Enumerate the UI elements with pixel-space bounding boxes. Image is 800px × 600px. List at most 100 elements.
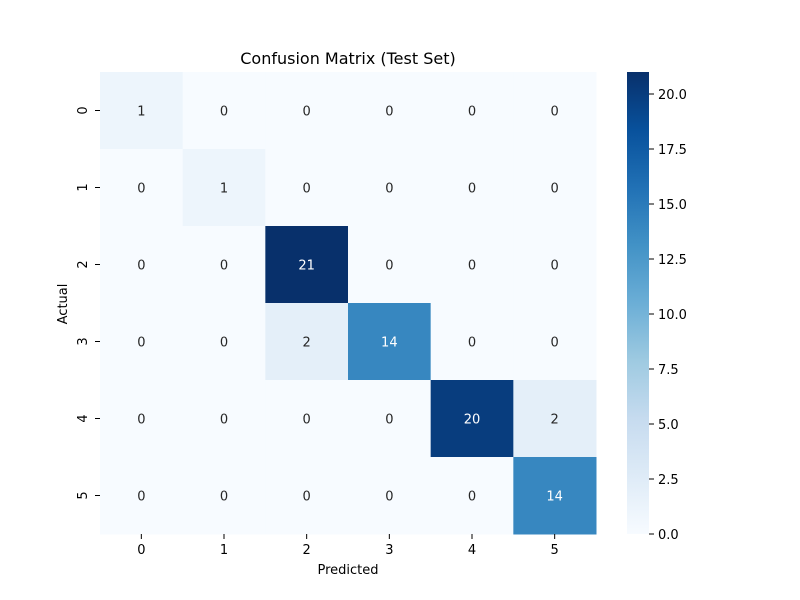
heatmap-cell-3-2: [265, 303, 349, 381]
colorbar-tick-label: 12.5: [658, 253, 687, 268]
x-tick-label: 5: [551, 543, 559, 558]
y-tick-label: 4: [76, 414, 91, 422]
heatmap-cell-4-4: [430, 380, 514, 458]
x-tick-label: 4: [468, 543, 476, 558]
cell-value-label: 0: [137, 413, 145, 428]
heatmap-cell-3-1: [182, 303, 266, 381]
heatmap-cell-3-0: [100, 303, 184, 381]
cell-value-label: 0: [385, 259, 393, 274]
x-tick-label: 0: [137, 543, 145, 558]
x-tick-label: 2: [303, 543, 311, 558]
x-axis: 0 1 2 3 4 5: [137, 534, 559, 558]
cell-value-label: 14: [546, 490, 563, 505]
cell-value-label: 0: [551, 259, 559, 274]
heatmap-cell-5-1: [182, 457, 266, 535]
colorbar-ticks: 0.0 2.5 5.0 7.5 10.0 12.5 15.0 17.5 20.0: [649, 88, 687, 543]
x-axis-label: Predicted: [317, 563, 378, 578]
cell-value-label: 0: [468, 336, 476, 351]
heatmap-cell-1-0: [100, 149, 184, 227]
cell-value-label: 0: [137, 336, 145, 351]
cell-value-label: 0: [468, 490, 476, 505]
colorbar-tick-label: 0.0: [658, 528, 679, 543]
heatmap-cell-4-3: [348, 380, 432, 458]
y-tick-label: 3: [76, 337, 91, 345]
colorbar-gradient: [627, 72, 649, 534]
cell-value-label: 0: [551, 105, 559, 120]
cell-value-label: 0: [385, 105, 393, 120]
cell-value-label: 0: [468, 259, 476, 274]
colorbar-tick-label: 17.5: [658, 143, 687, 158]
heatmap-cell-2-0: [100, 226, 184, 304]
heatmap-cell-1-5: [513, 149, 597, 227]
colorbar-tick-label: 7.5: [658, 363, 679, 378]
y-tick-label: 5: [76, 491, 91, 499]
heatmap-cell-2-3: [348, 226, 432, 304]
heatmap-cell-0-0: [100, 72, 184, 150]
cell-value-label: 0: [468, 105, 476, 120]
heatmap-cell-4-5: [513, 380, 597, 458]
cell-value-label: 0: [137, 182, 145, 197]
heatmap-cell-5-4: [430, 457, 514, 535]
heatmap-cell-5-0: [100, 457, 184, 535]
heatmap-cell-3-3: [348, 303, 432, 381]
cell-value-label: 21: [298, 259, 315, 274]
heatmap-cell-3-4: [430, 303, 514, 381]
cell-value-label: 0: [220, 490, 228, 505]
cell-value-label: 0: [220, 413, 228, 428]
colorbar: [627, 72, 649, 534]
heatmap-cell-1-1: [182, 149, 266, 227]
heatmap-cell-5-5: [513, 457, 597, 535]
cell-value-label: 0: [137, 259, 145, 274]
heatmap-cell-0-5: [513, 72, 597, 150]
heatmap-cell-4-2: [265, 380, 349, 458]
y-axis: 0 1 2 3 4 5: [76, 106, 100, 500]
colorbar-tick-label: 10.0: [658, 308, 687, 323]
cell-value-label: 0: [303, 182, 311, 197]
colorbar-tick-label: 2.5: [658, 473, 679, 488]
y-tick-label: 1: [76, 183, 91, 191]
colorbar-tick-label: 5.0: [658, 418, 679, 433]
cell-value-label: 0: [303, 105, 311, 120]
heatmap-cell-3-5: [513, 303, 597, 381]
heatmap-cell-4-0: [100, 380, 184, 458]
y-tick-label: 2: [76, 260, 91, 268]
cell-value-label: 20: [464, 413, 481, 428]
cell-value-label: 0: [220, 336, 228, 351]
cell-value-label: 0: [137, 490, 145, 505]
colorbar-tick-label: 20.0: [658, 88, 687, 103]
cell-value-label: 2: [551, 413, 559, 428]
x-tick-label: 1: [220, 543, 228, 558]
heatmap-cell-5-2: [265, 457, 349, 535]
cell-value-label: 0: [220, 259, 228, 274]
heatmap-cell-4-1: [182, 380, 266, 458]
heatmap-cell-0-1: [182, 72, 266, 150]
cell-value-label: 0: [551, 336, 559, 351]
heatmap-cell-0-2: [265, 72, 349, 150]
cell-value-label: 14: [381, 336, 398, 351]
heatmap-cell-labels: 1 0 0 0 0 00 1 0 0 0 00 0 21 0 0 00 0 2 14 0 00 0 0 0 20 20 0 0 0 0 14: [137, 105, 563, 505]
cell-value-label: 0: [385, 490, 393, 505]
cell-value-label: 0: [385, 182, 393, 197]
cell-value-label: 0: [385, 413, 393, 428]
heatmap-cell-2-2: [265, 226, 349, 304]
heatmap-cell-1-4: [430, 149, 514, 227]
cell-value-label: 0: [303, 413, 311, 428]
y-tick-label: 0: [76, 106, 91, 114]
chart-title: Confusion Matrix (Test Set): [240, 49, 455, 68]
heatmap-cell-1-3: [348, 149, 432, 227]
heatmap-cell-2-5: [513, 226, 597, 304]
cell-value-label: 2: [303, 336, 311, 351]
heatmap-cell-2-4: [430, 226, 514, 304]
heatmap-cells: [100, 72, 597, 535]
cell-value-label: 1: [137, 105, 145, 120]
heatmap-cell-0-3: [348, 72, 432, 150]
heatmap-cell-0-4: [430, 72, 514, 150]
cell-value-label: 0: [303, 490, 311, 505]
x-tick-label: 3: [385, 543, 393, 558]
colorbar-tick-label: 15.0: [658, 198, 687, 213]
y-axis-label: Actual: [56, 284, 71, 325]
heatmap-cell-1-2: [265, 149, 349, 227]
cell-value-label: 0: [551, 182, 559, 197]
heatmap-cell-2-1: [182, 226, 266, 304]
